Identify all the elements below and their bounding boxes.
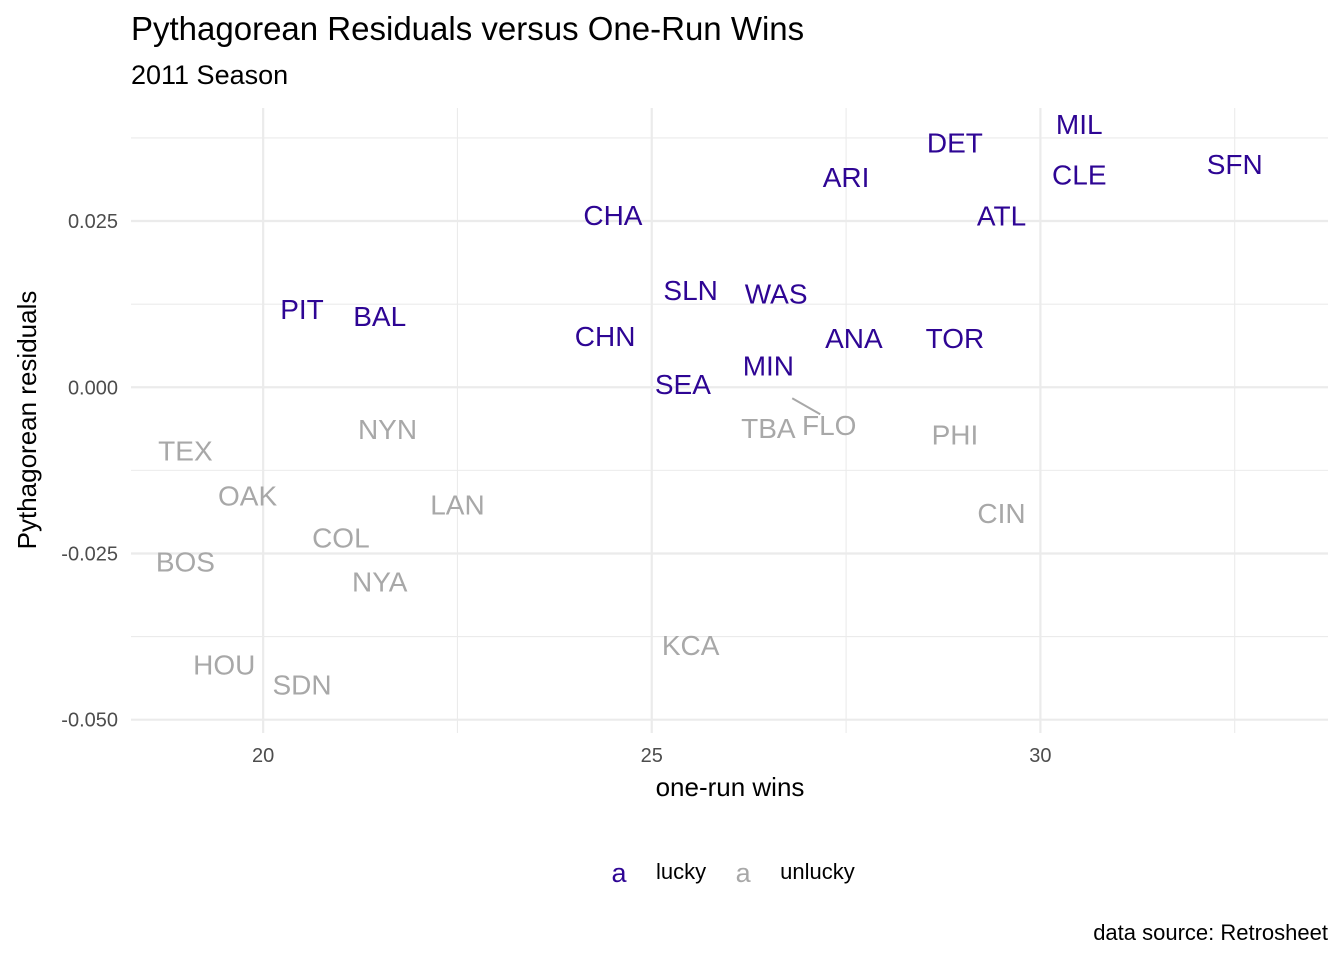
team-label: ANA (825, 323, 883, 354)
legend-label-unlucky: unlucky (780, 859, 855, 884)
team-label: NYN (358, 414, 417, 445)
team-label: MIN (743, 350, 794, 381)
team-label: ATL (977, 201, 1026, 232)
team-label: FLO (802, 410, 856, 441)
flo-label-connector (791, 397, 821, 416)
team-label: CHN (575, 321, 636, 352)
chart-title: Pythagorean Residuals versus One-Run Win… (131, 10, 804, 47)
team-label: HOU (193, 650, 255, 681)
team-label: WAS (745, 279, 808, 310)
team-label: TEX (158, 435, 213, 466)
team-label: COL (312, 523, 370, 554)
team-label: ARI (823, 162, 870, 193)
team-label: TOR (926, 323, 985, 354)
y-axis-ticks: -0.050 -0.025 0.000 0.025 (61, 211, 118, 732)
team-label: CHA (583, 200, 642, 231)
chart-caption: data source: Retrosheet (1093, 920, 1328, 945)
team-label: SEA (655, 369, 711, 400)
legend-key-unlucky: a (736, 858, 752, 888)
x-tick-label: 30 (1029, 745, 1051, 767)
team-label: KCA (662, 630, 720, 661)
y-tick-label: -0.050 (61, 710, 118, 732)
chart-subtitle: 2011 Season (131, 60, 288, 90)
y-tick-label: 0.000 (68, 377, 118, 399)
team-label: BAL (353, 301, 406, 332)
x-tick-label: 25 (641, 745, 663, 767)
legend: a lucky a unlucky (611, 858, 854, 888)
team-label: CLE (1052, 159, 1106, 190)
team-label: OAK (218, 481, 277, 512)
y-tick-label: -0.025 (61, 543, 118, 565)
x-tick-label: 20 (252, 745, 274, 767)
team-label: DET (927, 128, 983, 159)
team-label: SFN (1207, 149, 1263, 180)
grid-lines (131, 108, 1328, 733)
x-axis-title: one-run wins (656, 772, 805, 802)
team-label: CIN (977, 498, 1025, 529)
team-label: TBA (741, 413, 796, 444)
y-axis-title: Pythagorean residuals (12, 291, 42, 550)
legend-key-lucky: a (611, 858, 627, 888)
y-tick-label: 0.025 (68, 211, 118, 233)
team-labels: MIL DET SFN ARI CLE CHA ATL SLN WAS PIT BAL CHN ANA T… (156, 109, 1263, 701)
team-label: BOS (156, 546, 215, 577)
x-axis-ticks: 20 25 30 (252, 745, 1052, 767)
team-label: NYA (352, 566, 408, 597)
team-label: SDN (272, 669, 331, 700)
team-label: PIT (280, 294, 324, 325)
team-label: MIL (1056, 109, 1103, 140)
team-label: LAN (430, 489, 484, 520)
team-label: PHI (932, 419, 979, 450)
legend-label-lucky: lucky (656, 859, 706, 884)
team-label: SLN (663, 275, 717, 306)
